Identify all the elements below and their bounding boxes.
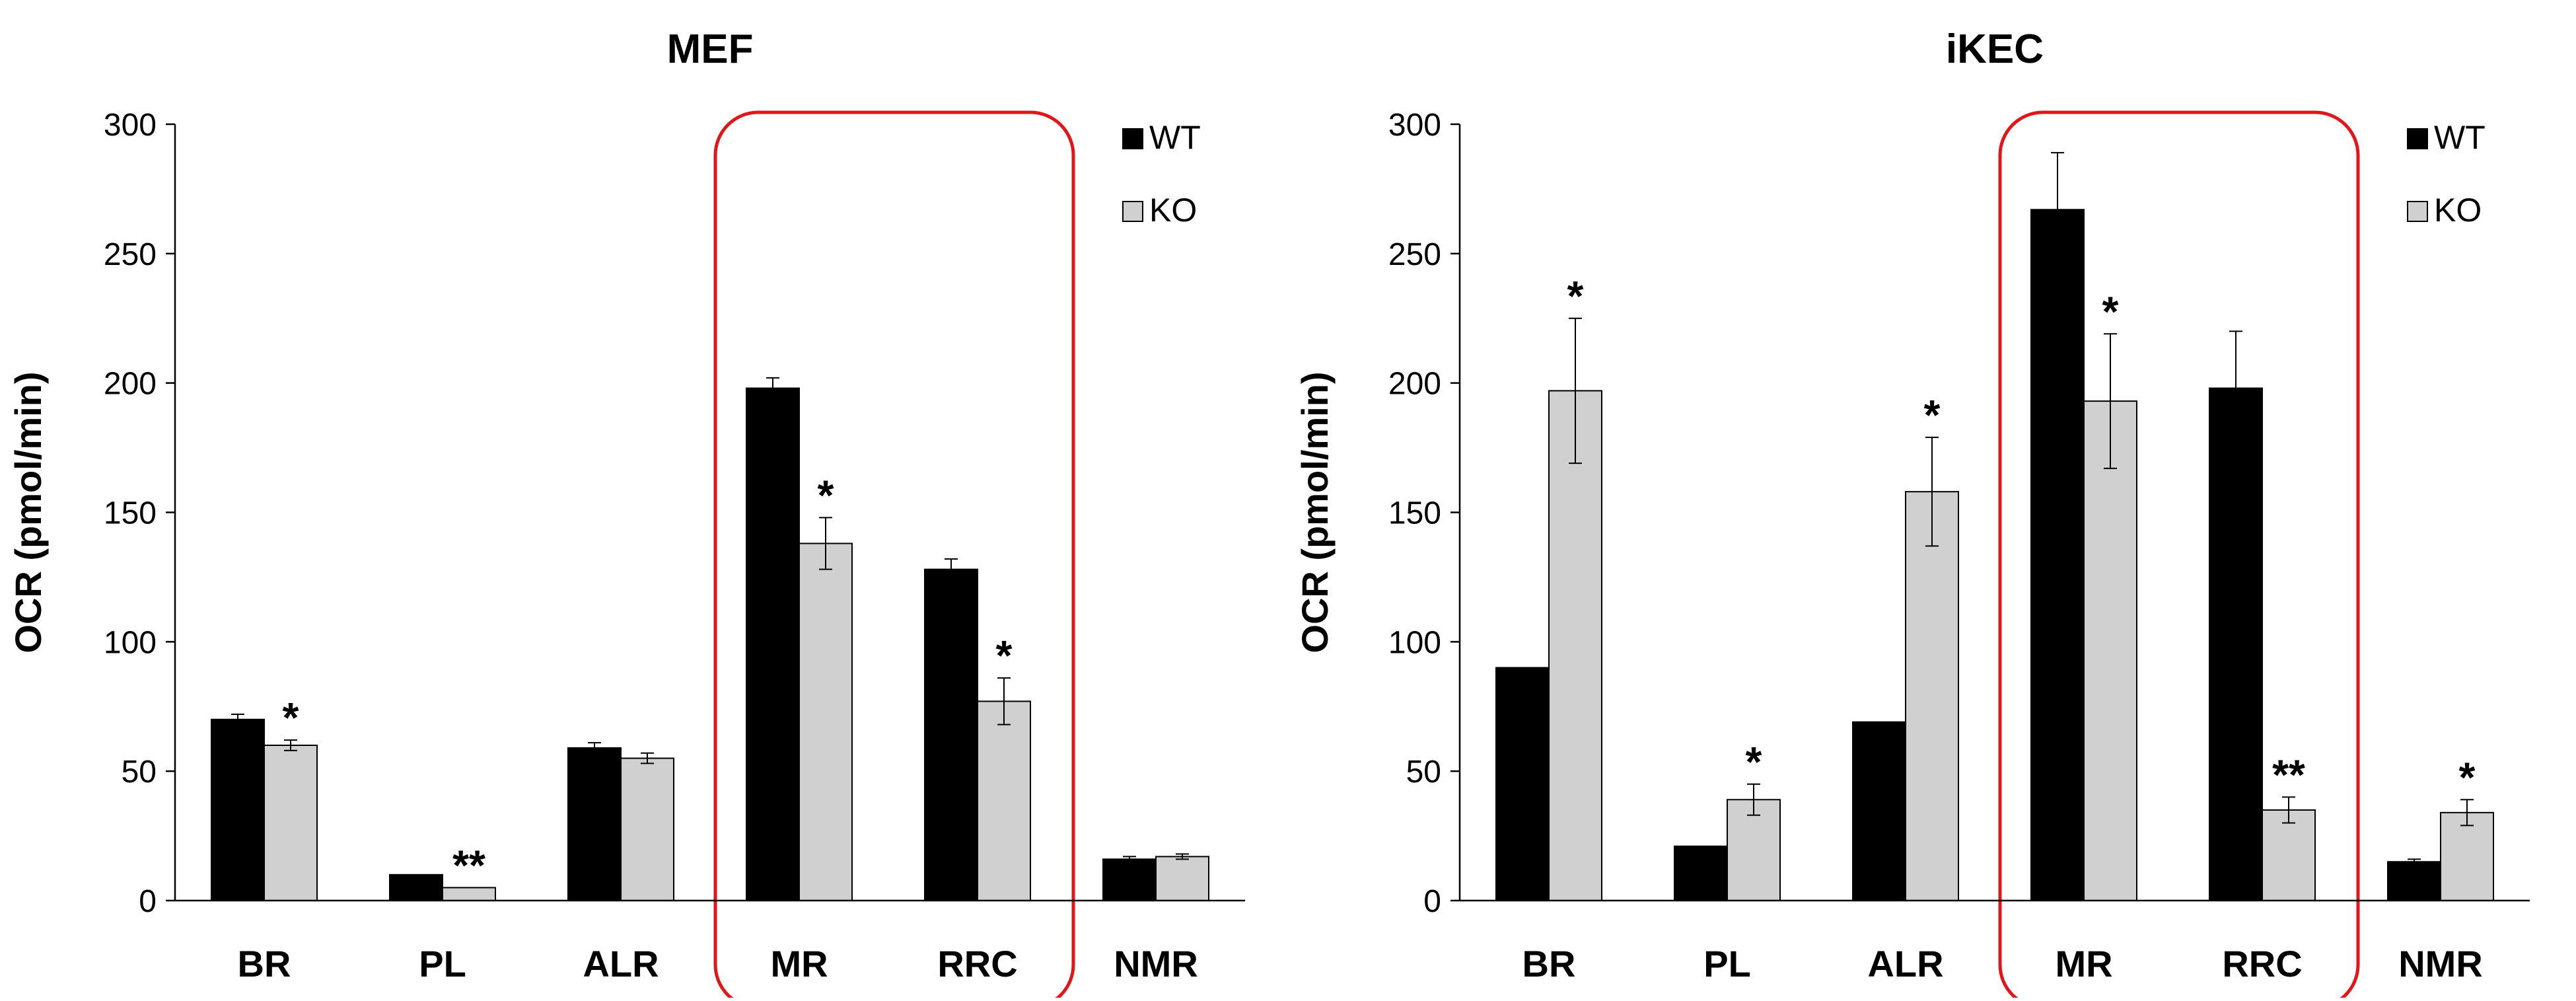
bar-wt-alr bbox=[1852, 721, 1906, 901]
significance-mark: * bbox=[1746, 738, 1762, 786]
bar-ko-alr bbox=[620, 757, 674, 902]
bar-wt-mr bbox=[2030, 209, 2085, 901]
y-tick-label: 300 bbox=[104, 108, 157, 143]
x-tick-label: PL bbox=[419, 943, 466, 984]
bar-wt-alr bbox=[567, 747, 622, 901]
x-tick-label: BR bbox=[1522, 943, 1576, 984]
highlight-box bbox=[713, 110, 1075, 1001]
legend-swatch-wt bbox=[2407, 128, 2428, 149]
highlight-box bbox=[1998, 110, 2360, 1001]
significance-mark: ** bbox=[2272, 751, 2305, 798]
legend-swatch-ko bbox=[1122, 201, 1143, 222]
bar-wt-mr bbox=[746, 387, 800, 901]
bar-ko-pl bbox=[442, 887, 496, 901]
legend-label-wt: WT bbox=[2434, 119, 2486, 156]
significance-mark: * bbox=[2459, 753, 2476, 801]
significance-mark: * bbox=[1567, 272, 1584, 320]
significance-mark: * bbox=[818, 471, 834, 519]
bar-ko-alr bbox=[1905, 491, 1959, 901]
significance-mark: * bbox=[1924, 391, 1941, 439]
y-tick-label: 200 bbox=[1388, 367, 1441, 402]
y-axis-label: OCR (pmol/min) bbox=[7, 371, 49, 653]
bar-ko-mr bbox=[2083, 400, 2137, 901]
legend-swatch-ko bbox=[2407, 201, 2428, 222]
bar-ko-br bbox=[264, 745, 318, 901]
bar-wt-pl bbox=[1674, 845, 1728, 901]
x-tick-label: BR bbox=[238, 943, 291, 984]
significance-mark: * bbox=[2102, 287, 2119, 335]
bar-ko-pl bbox=[1727, 799, 1781, 901]
x-tick-label: ALR bbox=[1867, 943, 1943, 984]
bar-wt-rrc bbox=[2209, 387, 2263, 901]
y-tick-label: 0 bbox=[1423, 884, 1441, 919]
x-tick-label: RRC bbox=[2222, 943, 2302, 984]
y-tick-label: 200 bbox=[104, 367, 157, 402]
y-tick-label: 0 bbox=[139, 884, 157, 919]
bar-ko-nmr bbox=[2440, 811, 2494, 902]
legend-label-ko: KO bbox=[2434, 192, 2482, 229]
bar-wt-nmr bbox=[2387, 861, 2441, 901]
bar-ko-rrc bbox=[977, 700, 1031, 901]
bar-ko-br bbox=[1548, 390, 1602, 901]
y-tick-label: 50 bbox=[122, 755, 157, 790]
x-tick-label: PL bbox=[1703, 943, 1751, 984]
significance-mark: * bbox=[283, 694, 299, 741]
bar-wt-rrc bbox=[924, 568, 978, 902]
bar-wt-pl bbox=[389, 873, 443, 902]
y-tick-label: 150 bbox=[104, 496, 157, 531]
x-tick-label: NMR bbox=[2398, 943, 2483, 984]
bar-ko-mr bbox=[799, 542, 853, 901]
legend-label-ko: KO bbox=[1149, 192, 1197, 229]
bar-ko-nmr bbox=[1155, 856, 1209, 901]
legend-label-wt: WT bbox=[1149, 119, 1201, 156]
bar-wt-br bbox=[1495, 667, 1550, 901]
y-tick-label: 100 bbox=[104, 625, 157, 660]
x-tick-label: NMR bbox=[1114, 943, 1198, 984]
bar-wt-br bbox=[211, 718, 265, 902]
chart-title: iKEC bbox=[1946, 26, 2044, 72]
legend-swatch-wt bbox=[1122, 128, 1143, 149]
bar-wt-nmr bbox=[1102, 858, 1157, 902]
y-tick-label: 300 bbox=[1388, 108, 1441, 143]
y-axis-label: OCR (pmol/min) bbox=[1294, 371, 1336, 653]
x-tick-label: MR bbox=[2055, 943, 2112, 984]
bar-ko-rrc bbox=[2262, 809, 2316, 901]
x-tick-label: RRC bbox=[937, 943, 1017, 984]
y-tick-label: 100 bbox=[1388, 625, 1441, 660]
y-tick-label: 250 bbox=[1388, 237, 1441, 272]
significance-mark: * bbox=[996, 632, 1013, 679]
x-tick-label: MR bbox=[770, 943, 828, 984]
y-tick-label: 150 bbox=[1388, 496, 1441, 531]
y-tick-label: 250 bbox=[104, 237, 157, 272]
significance-mark: ** bbox=[452, 841, 485, 889]
y-tick-label: 50 bbox=[1406, 755, 1441, 790]
chart-title: MEF bbox=[667, 26, 754, 72]
x-tick-label: ALR bbox=[583, 943, 659, 984]
